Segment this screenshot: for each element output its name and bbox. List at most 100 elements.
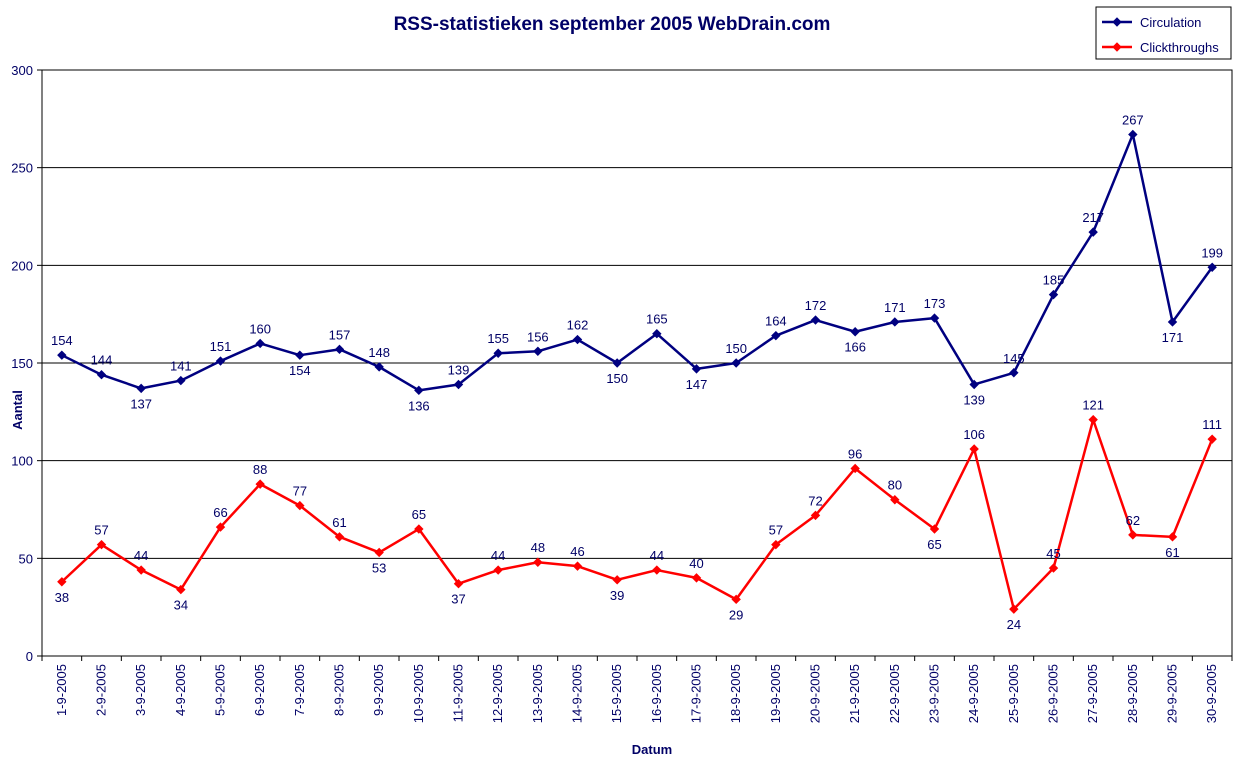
clickthroughs-point [1128,530,1138,540]
clickthroughs-data-label: 37 [451,592,465,607]
clickthroughs-data-label: 46 [570,544,584,559]
clickthroughs-data-label: 72 [808,493,822,508]
x-tick-label: 25-9-2005 [1006,664,1021,723]
x-tick-label: 7-9-2005 [292,664,307,716]
x-tick-label: 18-9-2005 [728,664,743,723]
clickthroughs-data-label: 45 [1046,546,1060,561]
y-axis: 0 50 100 150 200 250 300 [11,63,42,664]
circulation-data-label: 136 [408,398,430,413]
clickthroughs-data-label: 40 [689,556,703,571]
circulation-data-label: 147 [686,377,708,392]
clickthroughs-point [176,584,186,595]
x-tick-label: 6-9-2005 [252,664,267,716]
clickthroughs-data-label: 38 [55,590,69,605]
circulation-data-label: 162 [567,318,589,333]
circulation-point [1207,262,1217,272]
circulation-data-label: 148 [368,345,390,360]
circulation-data-label: 199 [1201,245,1223,260]
clickthroughs-data-label: 34 [174,598,188,613]
x-tick-label: 17-9-2005 [689,664,704,723]
clickthroughs-point [295,500,305,511]
clickthroughs-data-label: 121 [1082,398,1104,413]
clickthroughs-data-label: 53 [372,560,386,575]
clickthroughs-point [691,573,702,583]
legend-box [1095,6,1232,60]
circulation-data-label: 141 [170,359,192,374]
circulation-data-label: 145 [1003,351,1025,366]
circulation-data-label: 150 [725,341,747,356]
x-tick-label: 2-9-2005 [94,664,109,716]
clickthroughs-point [1048,563,1059,573]
circulation-point [136,383,146,394]
clickthroughs-data-label: 80 [888,478,902,493]
circulation-point [57,350,67,360]
clickthroughs-point [1009,604,1019,614]
clickthroughs-point [374,547,384,558]
clickthroughs-point [612,575,622,585]
clickthroughs-point [414,524,424,534]
x-tick-label: 22-9-2005 [887,664,902,723]
clickthroughs-data-label: 106 [963,427,985,442]
circulation-data-label: 157 [329,327,351,342]
series-layer [57,129,1217,614]
clickthroughs-point [890,495,900,505]
x-tick-label: 9-9-2005 [371,664,386,716]
x-tick-label: 16-9-2005 [649,664,664,723]
circulation-data-label: 267 [1122,112,1144,127]
x-tick-label: 28-9-2005 [1125,664,1140,723]
clickthroughs-point [334,532,345,542]
clickthroughs-point [136,565,146,575]
clickthroughs-point [771,539,781,550]
circulation-data-label: 173 [924,296,946,311]
x-tick-label: 27-9-2005 [1085,664,1100,723]
circulation-data-label: 137 [130,396,152,411]
circulation-data-label: 155 [487,331,509,346]
x-tick-label: 23-9-2005 [927,664,942,723]
clickthroughs-point [255,479,265,489]
circulation-data-label: 172 [805,298,827,313]
x-tick-label: 11-9-2005 [451,664,466,722]
circulation-point [652,328,662,339]
clickthroughs-point [929,524,940,534]
circulation-point [1167,317,1178,327]
circulation-point [533,346,543,356]
circulation-data-label: 139 [448,362,470,377]
clickthroughs-data-label: 88 [253,462,267,477]
clickthroughs-data-label: 44 [491,548,505,563]
circulation-point [612,358,622,368]
x-tick-label: 20-9-2005 [808,664,823,723]
clickthroughs-point [96,539,107,550]
circulation-point [295,350,305,360]
legend: Circulation Clickthroughs [1095,6,1232,60]
circulation-point [96,370,107,380]
circulation-point [215,356,226,366]
clickthroughs-point [1207,434,1217,444]
clickthroughs-point [453,579,464,589]
clickthroughs-data-label: 96 [848,446,862,461]
circulation-data-label: 160 [249,321,271,336]
circulation-point [1048,289,1059,300]
x-tick-label: 13-9-2005 [530,664,545,723]
circulation-point [1088,227,1098,237]
clickthroughs-data-label: 66 [213,505,227,520]
clickthroughs-data-label: 62 [1126,513,1140,528]
x-tick-label: 30-9-2005 [1204,664,1219,723]
clickthroughs-data-label: 65 [927,537,941,552]
circulation-data-label: 151 [210,339,232,354]
x-tick-label: 29-9-2005 [1165,664,1180,723]
circulation-point [890,317,900,327]
clickthroughs-point [1088,414,1098,425]
clickthroughs-point [572,561,583,571]
x-tick-label: 14-9-2005 [570,664,585,723]
circulation-data-label: 144 [91,353,113,368]
circulation-data-label: 171 [1162,330,1184,345]
circulation-data-label: 217 [1082,210,1104,225]
circulation-line [61,133,1214,392]
chart-title: RSS-statistieken september 2005 WebDrain… [394,14,831,35]
clickthroughs-data-label: 111 [1202,417,1222,432]
x-tick-label: 10-9-2005 [411,664,426,723]
circulation-point [453,379,464,390]
circulation-data-label: 185 [1043,273,1065,288]
circulation-point [1009,368,1019,378]
clickthroughs-data-label: 57 [94,523,108,538]
